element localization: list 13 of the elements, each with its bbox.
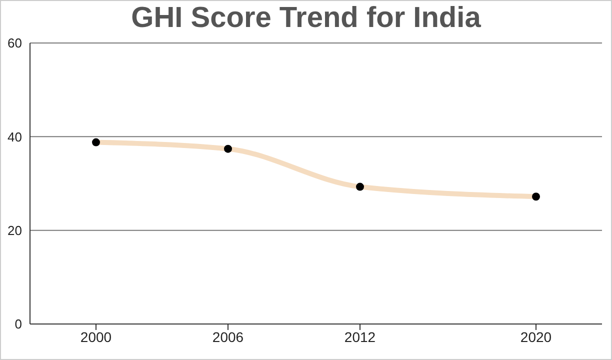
- x-tick-label: 2000: [80, 328, 112, 345]
- x-tick-label: 2006: [212, 328, 244, 345]
- y-tick-label: 40: [8, 129, 22, 144]
- y-tick-label: 20: [8, 222, 22, 238]
- x-tick-label: 2020: [520, 328, 552, 345]
- y-tick-label: 0: [14, 316, 22, 332]
- point: [532, 192, 540, 201]
- point: [224, 144, 232, 153]
- y-tick-label: 60: [8, 36, 22, 51]
- point: [92, 138, 100, 146]
- point: [356, 182, 364, 191]
- chart-title: GHI Score Trend for India: [130, 1, 482, 36]
- x-tick-label: 2012: [344, 328, 376, 345]
